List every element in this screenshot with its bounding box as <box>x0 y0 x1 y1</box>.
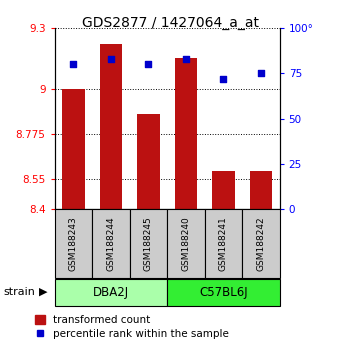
Bar <box>242 209 280 278</box>
Legend: transformed count, percentile rank within the sample: transformed count, percentile rank withi… <box>32 313 231 342</box>
Bar <box>62 88 85 209</box>
Text: GSM188244: GSM188244 <box>106 216 115 271</box>
Text: GSM188243: GSM188243 <box>69 216 78 271</box>
Bar <box>205 209 242 278</box>
Point <box>146 62 151 67</box>
Text: GSM188241: GSM188241 <box>219 216 228 271</box>
Bar <box>212 171 235 209</box>
Bar <box>167 209 205 278</box>
Text: GDS2877 / 1427064_a_at: GDS2877 / 1427064_a_at <box>82 16 259 30</box>
Text: GSM188240: GSM188240 <box>181 216 190 271</box>
Bar <box>175 58 197 209</box>
Point <box>221 76 226 82</box>
Text: C57BL6J: C57BL6J <box>199 286 248 299</box>
Text: DBA2J: DBA2J <box>93 286 129 299</box>
Bar <box>55 209 92 278</box>
Bar <box>130 209 167 278</box>
Point <box>108 56 114 62</box>
Bar <box>100 44 122 209</box>
Text: strain: strain <box>3 287 35 297</box>
Bar <box>137 114 160 209</box>
Bar <box>167 279 280 306</box>
Point <box>258 71 264 76</box>
Text: GSM188245: GSM188245 <box>144 216 153 271</box>
Bar <box>92 209 130 278</box>
Bar <box>55 279 167 306</box>
Point <box>71 62 76 67</box>
Point <box>183 56 189 62</box>
Text: GSM188242: GSM188242 <box>256 216 265 271</box>
Text: ▶: ▶ <box>39 287 48 297</box>
Bar <box>250 171 272 209</box>
